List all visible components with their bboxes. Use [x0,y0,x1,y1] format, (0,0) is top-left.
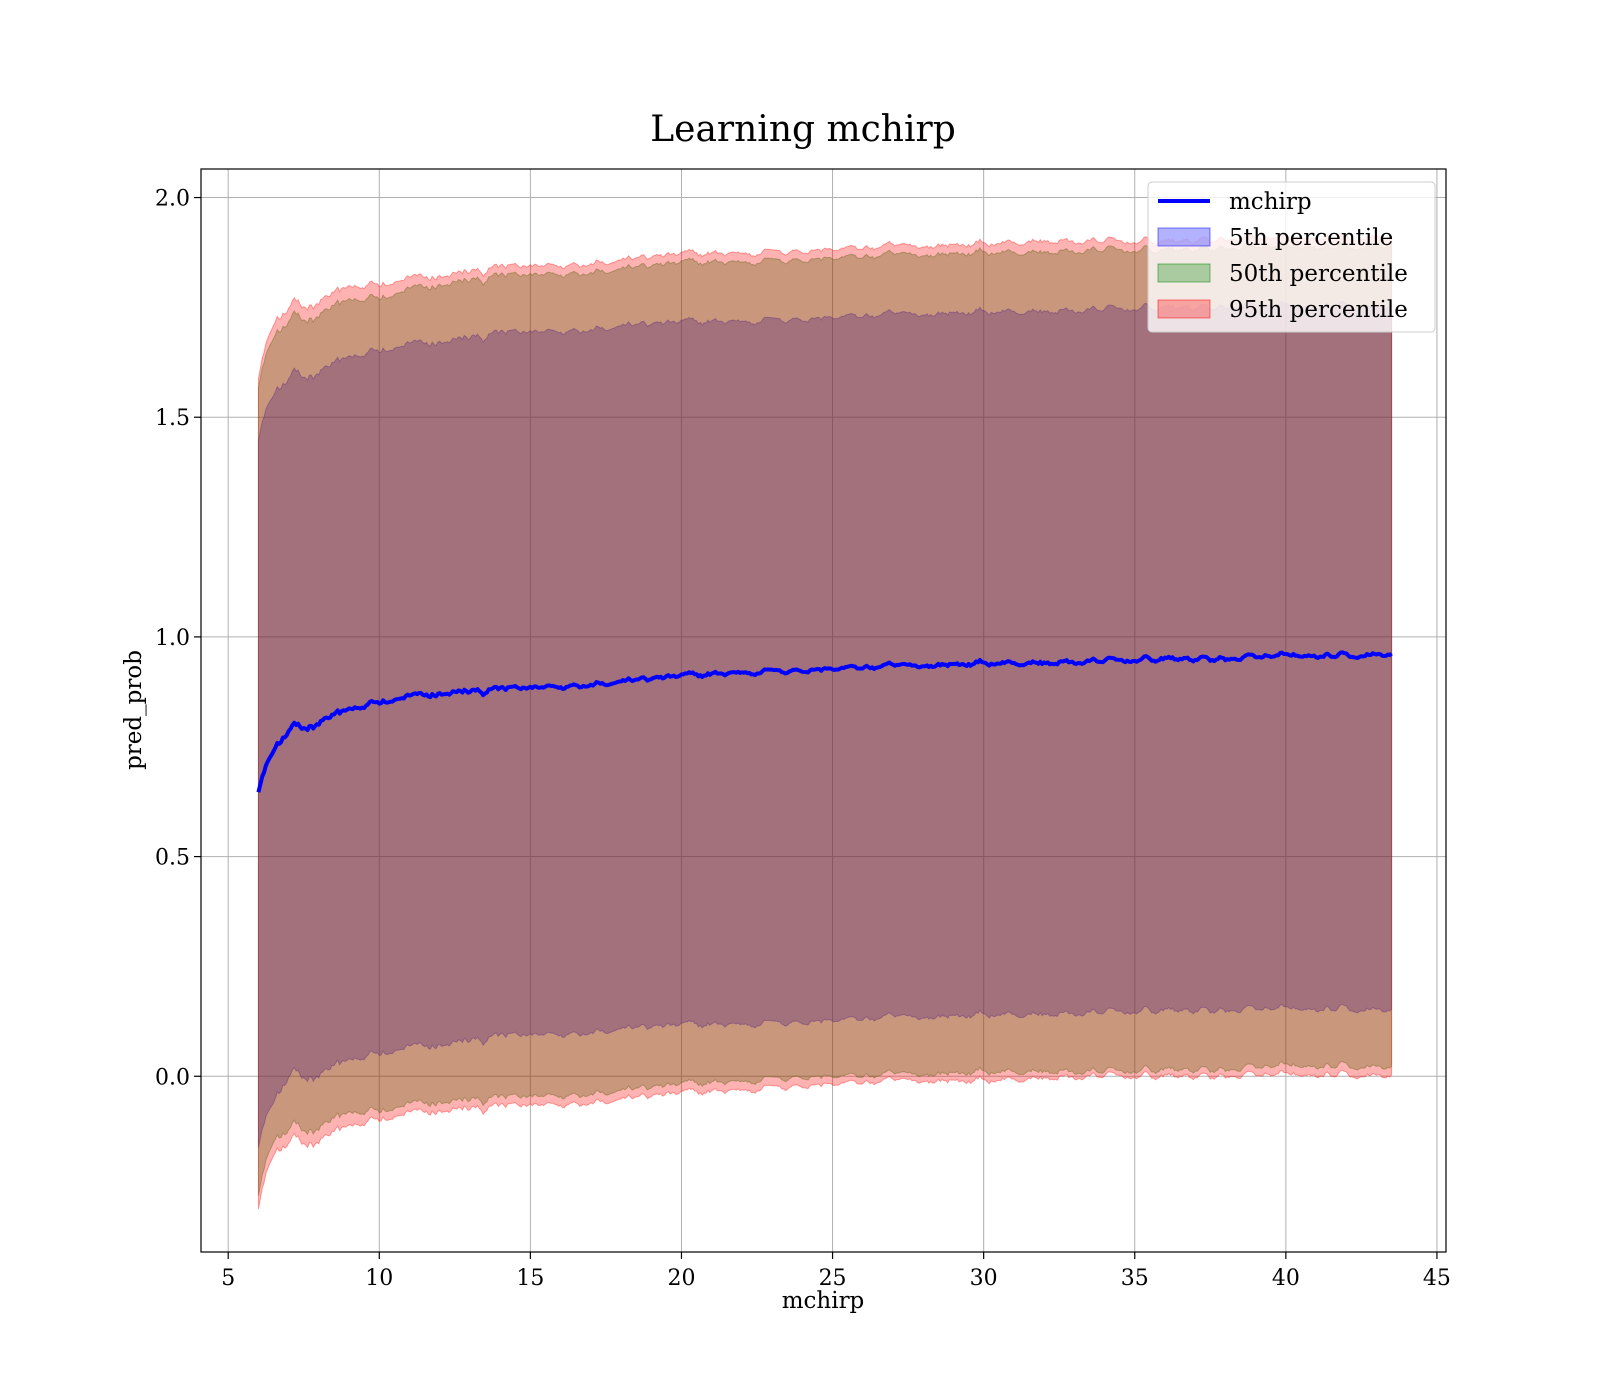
x-axis-label: mchirp [782,1288,865,1314]
x-tick-label: 10 [365,1266,393,1291]
legend-frame [1147,181,1436,333]
plot-frame [200,168,1447,1253]
x-tick-label: 35 [1121,1266,1149,1291]
legend-area-swatch [1157,299,1211,319]
legend-area-swatch [1157,263,1211,283]
y-tick-label: 0.0 [155,1065,190,1090]
y-axis-ticks: 0.0 0.5 1.0 1.5 2.0 [155,187,201,1090]
chart-title: Learning mchirp [650,109,956,150]
x-tick-label: 25 [819,1266,847,1291]
series-lines [256,650,1393,793]
x-tick-label: 30 [970,1266,998,1291]
x-tick-label: 5 [221,1266,235,1291]
x-axis-ticks: 5 10 15 20 25 30 35 40 45 [221,1252,1451,1291]
legend-area-swatch [1157,227,1211,247]
y-tick-label: 1.5 [155,406,190,431]
legend-label: 95th percentile [1229,297,1408,323]
y-axis-label: pred_prob [121,650,147,770]
legend-label: 5th percentile [1229,225,1393,251]
percentile-bands [257,232,1393,1210]
legend-label: 50th percentile [1229,261,1408,287]
x-tick-label: 15 [516,1266,544,1291]
y-tick-label: 0.5 [155,846,190,871]
x-tick-label: 45 [1423,1266,1451,1291]
legend: mchirp 5th percentile 50th percentile 95th … [1147,181,1436,333]
x-tick-label: 40 [1272,1266,1300,1291]
legend-items: mchirp 5th percentile 50th percentile 95th … [1157,189,1408,323]
band-5th-percentile [257,300,1393,1148]
x-tick-label: 20 [667,1266,695,1291]
y-tick-label: 2.0 [155,187,190,212]
band-50th-percentile [257,241,1393,1197]
series-line-mchirp [256,650,1393,793]
y-tick-label: 1.0 [155,626,190,651]
legend-label: mchirp [1229,189,1312,215]
band-95th-percentile [257,232,1393,1210]
